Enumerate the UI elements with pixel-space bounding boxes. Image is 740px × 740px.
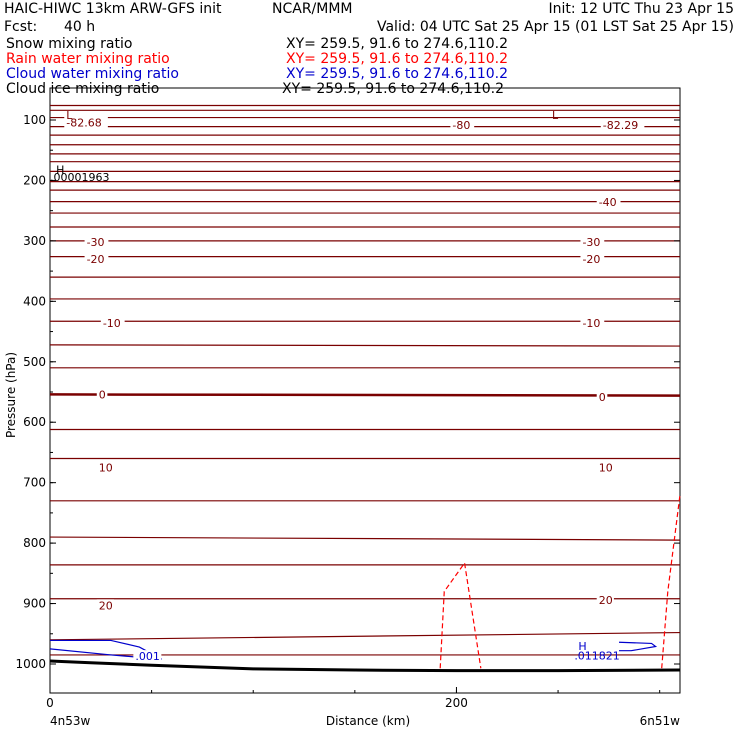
isotherm-label-bg-1 — [450, 118, 475, 131]
y-tick-label-3: 400 — [23, 294, 46, 308]
x-tick-label-1: 200 — [445, 696, 468, 710]
isotherm-label-bg-11 — [596, 390, 608, 403]
x-axis-right-end-label: 6n51w — [640, 714, 681, 728]
isotherm-21 — [49, 393, 681, 397]
extrema-markers: L L H.00001963 — [50, 109, 559, 184]
y-tick-label-2: 300 — [23, 234, 46, 248]
isotherm-label-bg-8 — [100, 317, 125, 330]
cloud-water-max-value: .011821 — [574, 650, 620, 663]
x-axis-label: Distance (km) — [326, 714, 410, 728]
isotherm-label-bg-12 — [96, 461, 114, 474]
isotherm-label-15: 20 — [599, 594, 613, 607]
isotherm-label-9: -10 — [582, 317, 600, 330]
legend-cloud-water-xy: XY= 259.5, 91.6 to 274.6,110.2 — [286, 66, 508, 82]
isotherm-label-bg-3 — [84, 236, 109, 249]
isotherm-label-bg-7 — [596, 196, 621, 209]
isotherm-label-14: 20 — [99, 599, 113, 612]
extremum-1: L — [552, 109, 559, 122]
isotherm-label-13: 10 — [599, 462, 613, 475]
isotherm-label-8: -10 — [103, 317, 121, 330]
isotherm-label-7: -40 — [599, 196, 617, 209]
isotherm-label-bg-13 — [596, 461, 614, 474]
cloud-water-label: .001 — [135, 650, 160, 663]
isotherm-label-2: -82.29 — [603, 119, 638, 132]
isotherm-label-1: -80 — [452, 119, 470, 132]
cloud-water-max-contour — [619, 641, 658, 652]
extremum-2: H — [56, 164, 64, 177]
legend-cloud-ice-label: Cloud ice mixing ratio — [6, 81, 159, 97]
terrain-surface — [49, 659, 681, 673]
legend-cloud-ice-xy: XY= 259.5, 91.6 to 274.6,110.2 — [282, 81, 504, 97]
y-tick-label-1: 200 — [23, 173, 46, 187]
isotherm-label-11: 0 — [599, 391, 606, 404]
isotherm-label-bg-5 — [84, 253, 109, 266]
terrain-line — [49, 659, 681, 673]
isotherm-19 — [49, 344, 681, 347]
isotherm-label-3: -30 — [87, 236, 105, 249]
chart-source: NCAR/MMM — [272, 1, 353, 17]
extremum-0: L — [66, 109, 73, 122]
legend-rain-label: Rain water mixing ratio — [6, 51, 170, 67]
x-axis-left-end-label: 4n53w — [50, 714, 91, 728]
y-tick-label-0: 100 — [23, 113, 46, 127]
isotherm-28 — [49, 631, 681, 641]
y-tick-label-4: 500 — [23, 355, 46, 369]
cloud-water-label-bg — [133, 650, 162, 663]
chart-title: HAIC-HIWC 13km ARW-GFS init — [4, 1, 222, 17]
isotherm-25 — [49, 536, 681, 541]
legend-rain-xy: XY= 259.5, 91.6 to 274.6,110.2 — [286, 51, 508, 67]
legend-snow-xy: XY= 259.5, 91.6 to 274.6,110.2 — [286, 36, 508, 52]
y-axis-label: Pressure (hPa) — [4, 352, 18, 438]
plot-frame — [49, 87, 681, 694]
isotherm-label-12: 10 — [99, 462, 113, 475]
isotherm-label-0: -82.68 — [66, 116, 101, 129]
forecast-hours: 40 h — [64, 19, 95, 35]
rain-contours — [439, 494, 681, 669]
isotherm-label-6: -20 — [582, 253, 600, 266]
valid-time: Valid: 04 UTC Sat 25 Apr 15 (01 LST Sat … — [377, 19, 734, 35]
isotherm-label-bg-10 — [96, 388, 108, 401]
isotherm-label-bg-0 — [64, 116, 108, 129]
y-tick-label-5: 600 — [23, 415, 46, 429]
cloud-water-max-symbol: H — [578, 640, 586, 653]
y-tick-label-8: 900 — [23, 597, 46, 611]
legend-cloud-water-label: Cloud water mixing ratio — [6, 66, 179, 82]
legend-snow-label: Snow mixing ratio — [6, 36, 132, 52]
y-tick-label-9: 1000 — [15, 657, 46, 671]
forecast-label: Fcst: — [4, 19, 37, 35]
cloud-water-contours: .001 H.011821 — [49, 639, 658, 663]
isotherm-label-4: -30 — [582, 236, 600, 249]
isotherm-label-bg-15 — [596, 593, 614, 606]
rain-contour-0 — [439, 562, 482, 669]
x-tick-label-0: 0 — [46, 696, 54, 710]
isotherm-label-bg-9 — [580, 317, 605, 330]
extremum-3: .00001963 — [50, 171, 110, 184]
isotherm-label-10: 0 — [99, 388, 106, 401]
isotherm-label-bg-6 — [580, 253, 605, 266]
temperature-isotherms — [49, 104, 681, 656]
isotherm-labels: -82.68 -80 -82.29 -30 -30 -20 -20 -40 -10 -10 0 0 10… — [64, 116, 645, 612]
isotherm-label-bg-2 — [600, 118, 645, 131]
isotherm-label-bg-14 — [96, 599, 114, 612]
y-tick-label-6: 700 — [23, 476, 46, 490]
isotherm-label-bg-4 — [580, 236, 605, 249]
y-tick-label-7: 800 — [23, 536, 46, 550]
init-time: Init: 12 UTC Thu 23 Apr 15 — [548, 1, 734, 17]
rain-contour-1 — [661, 494, 681, 669]
isotherm-label-5: -20 — [87, 253, 105, 266]
